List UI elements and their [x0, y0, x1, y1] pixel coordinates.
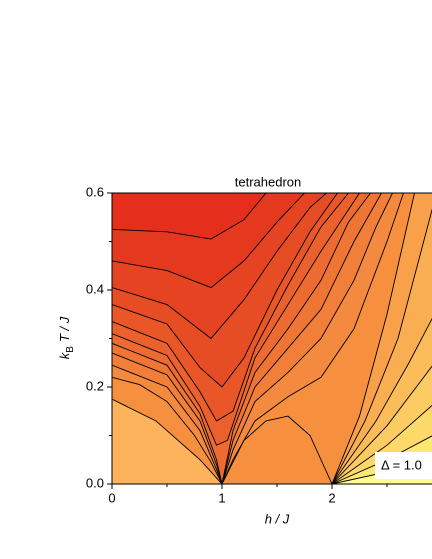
contour-line — [331, 404, 432, 484]
overlay: 0 1 2 0.0 0.2 0.4 0.6 — [86, 184, 432, 505]
contour-line — [331, 193, 415, 484]
contour-line — [112, 193, 267, 240]
contour-line — [112, 193, 404, 484]
chart-title: tetrahedron — [235, 174, 302, 189]
contour-line — [112, 193, 382, 484]
contour-fill — [112, 193, 432, 240]
contour-line — [112, 193, 371, 484]
contour-line — [331, 317, 432, 484]
x-axis-label: h / J — [265, 511, 290, 526]
y-label-main: k — [57, 351, 72, 359]
x-tick-label: 2 — [328, 490, 335, 505]
annotation: Δ = 1.0 — [381, 457, 422, 472]
contour-line — [112, 193, 360, 446]
contour-line — [112, 398, 223, 484]
contour-fill — [112, 399, 432, 484]
contour-line — [331, 365, 432, 484]
contour-line — [331, 208, 432, 484]
x-tick-label: 0 — [108, 490, 115, 505]
y-tick-label: 0.6 — [86, 184, 104, 199]
contour-line — [112, 193, 393, 484]
y-axis-label: kB T / J — [57, 316, 75, 359]
x-tick-label: 1 — [218, 490, 225, 505]
annotation-box — [375, 452, 432, 479]
y-label-sub: B — [65, 346, 76, 353]
plot-area — [112, 193, 432, 484]
contour-line — [112, 193, 327, 340]
contour-line — [112, 193, 349, 422]
contour-line — [112, 193, 338, 388]
y-tick-label: 0.4 — [86, 281, 104, 296]
contour-line — [112, 193, 305, 289]
y-tick-label: 0.0 — [86, 475, 104, 490]
y-label-rest: T / J — [57, 316, 72, 342]
y-tick-label: 0.2 — [86, 378, 104, 393]
